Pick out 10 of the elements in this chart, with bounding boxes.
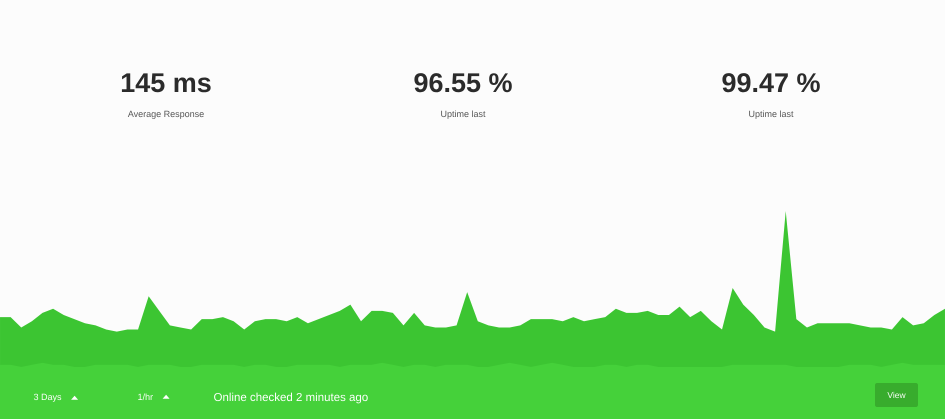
annotation: View xyxy=(887,392,906,398)
annotation: 1/hr xyxy=(138,393,153,400)
annotation: 3 Days xyxy=(34,394,62,402)
text: 96.55 % xyxy=(414,73,512,92)
text: 99.47 % xyxy=(722,73,820,92)
text: Average Response xyxy=(128,110,204,119)
annotation: Online checked 2 minutes ago xyxy=(214,392,368,404)
text: Uptime last xyxy=(749,110,794,119)
text: 145 ms xyxy=(122,73,211,92)
text: Uptime last xyxy=(441,110,486,119)
